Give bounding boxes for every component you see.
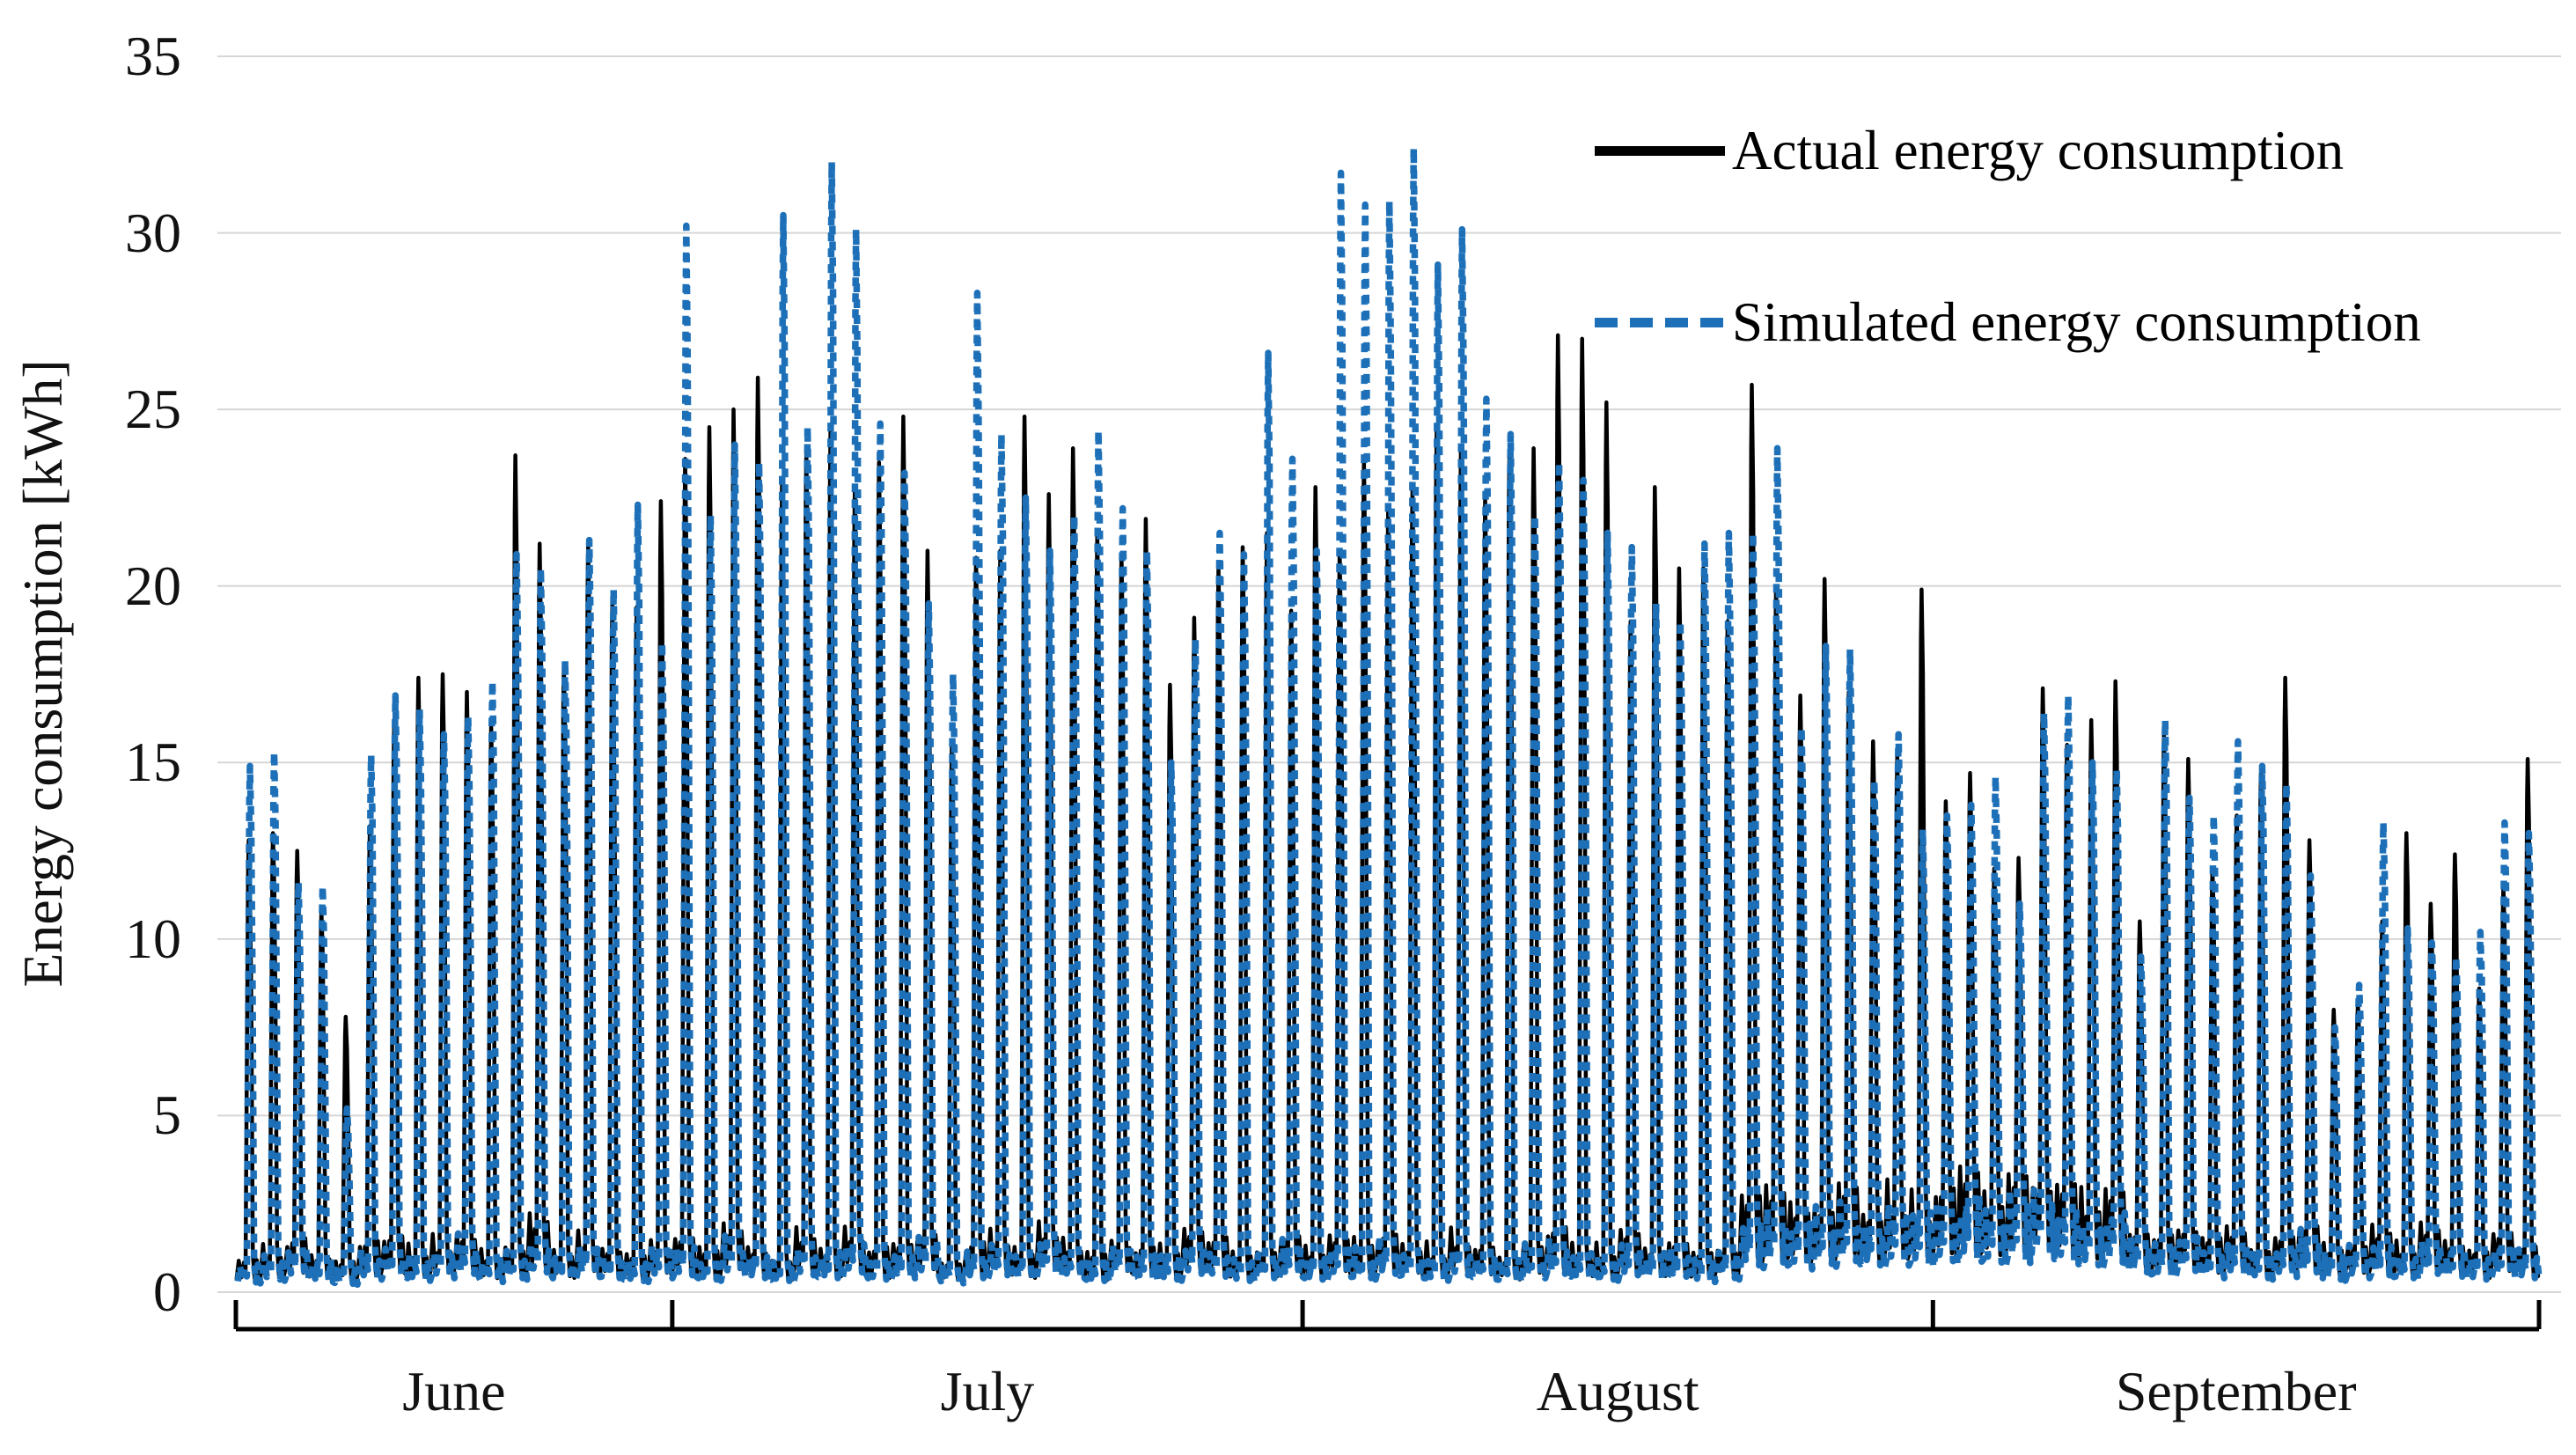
x-tick-label-july: July <box>940 1360 1035 1422</box>
legend-label-actual: Actual energy consumption <box>1732 120 2345 181</box>
actual-line-swatch <box>1595 145 1725 156</box>
y-tick-label: 15 <box>125 731 181 794</box>
simulated-energy-line <box>234 144 2543 1289</box>
y-tick-label: 25 <box>125 378 181 441</box>
x-tick-label-june: June <box>402 1360 506 1422</box>
y-tick-label: 10 <box>125 907 181 970</box>
x-tick-label-september: September <box>2115 1360 2357 1422</box>
legend-label-simulated: Simulated energy consumption <box>1732 291 2421 353</box>
simulated-line-swatch <box>1595 317 1725 327</box>
y-tick-label: 35 <box>125 25 181 87</box>
legend-item-simulated: Simulated energy consumption <box>1595 291 2421 353</box>
x-tick-label-august: August <box>1536 1360 1699 1422</box>
y-tick-label: 0 <box>153 1260 181 1323</box>
y-tick-label: 20 <box>125 554 181 617</box>
y-tick-label: 30 <box>125 201 181 264</box>
month-bracket-axis <box>233 1300 2542 1332</box>
y-axis-title: Energy consumption [kWh] <box>11 359 74 988</box>
y-tick-label: 5 <box>153 1084 181 1147</box>
legend-item-actual: Actual energy consumption <box>1595 120 2344 181</box>
